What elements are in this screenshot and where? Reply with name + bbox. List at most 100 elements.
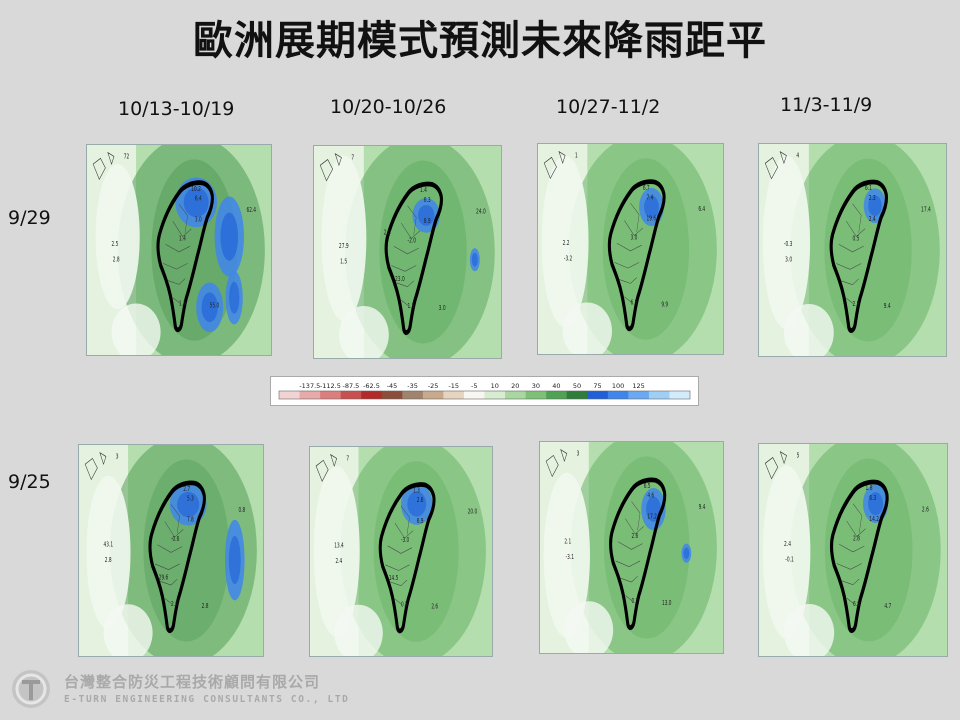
- colorbar-tick-label: -112.5: [320, 382, 341, 390]
- map-value-label: 3.0: [785, 257, 792, 264]
- map-panel: 4 6.1 2.3 17.4 2.4 -0.3 3.0 0.5 9.4 2.8: [758, 143, 947, 357]
- map-value-label: 1.3: [413, 488, 420, 495]
- map-value-label: 6.3: [424, 197, 431, 204]
- map-value-label: 9.9: [661, 302, 668, 309]
- colorbar-swatch: [463, 391, 485, 399]
- colorbar-tick-label: 20: [511, 382, 519, 390]
- map-value-label: 6.4: [698, 206, 705, 213]
- map-value-label: 2.3: [869, 195, 876, 202]
- map-panel: 7 1.4 6.3 24.0 8.9 27.9 1.5 -2.0 3.0 1.3 23.0 2.0: [313, 145, 502, 359]
- colorbar-tick-label: 30: [532, 382, 540, 390]
- colorbar-swatch: [669, 391, 691, 399]
- map-value-label: 1.3: [408, 303, 415, 310]
- map-value-label: 17.2: [647, 514, 656, 521]
- map-value-label: 1.4: [179, 236, 186, 243]
- map-value-label: 72: [124, 154, 129, 161]
- map-value-label: 2.8: [853, 301, 860, 308]
- colorbar-tick-label: 75: [593, 382, 601, 390]
- colorbar-tick-label: -45: [387, 382, 398, 390]
- map-panel: 72 10.2 6.4 62.4 3.0 2.5 2.8 1.4 55.0 1.3: [86, 144, 272, 356]
- colorbar-swatch: [525, 391, 547, 399]
- map-value-label: 0.7: [632, 598, 639, 605]
- map-value-label: 7: [351, 155, 354, 162]
- colorbar-swatch: [361, 391, 383, 399]
- map-value-label: 1.8: [866, 486, 873, 493]
- map-value-label: 29.6: [159, 575, 169, 582]
- map-panel: 5 1.8 6.3 2.6 14.2 2.4 -0.1 2.8 4.7 6.8: [758, 443, 948, 657]
- map-value-label: 1.5: [340, 259, 347, 266]
- map-value-label: 2.8: [853, 536, 860, 543]
- map-value-label: 14.2: [869, 516, 879, 523]
- colorbar-legend: -137.5 -112.5 -87.5 -62.5 -45 -35 -25 -15 -5 10 20…: [270, 376, 699, 406]
- column-label-3: 10/27-11/2: [556, 96, 661, 118]
- map-value-label: 2.6: [417, 497, 424, 504]
- map-panel: 3 6.5 4.6 9.4 17.2 2.1 -3.1 2.6 13.0 0.7: [539, 441, 724, 654]
- map-value-label: -0.3: [784, 241, 793, 248]
- map-value-label: 2.6: [431, 604, 438, 611]
- colorbar-swatch: [279, 391, 300, 399]
- map-value-label: 55.0: [210, 303, 220, 310]
- map-value-label: 6.7: [643, 185, 650, 192]
- map-value-label: 2.5: [112, 241, 119, 248]
- map-value-label: 4.6: [647, 493, 654, 500]
- map-value-label: 0.5: [853, 236, 860, 243]
- map-value-label: 2.8: [113, 257, 120, 264]
- map-value-label: 3: [116, 454, 119, 461]
- colorbar-swatch: [546, 391, 567, 399]
- colorbar-tick-label: 10: [491, 382, 499, 390]
- map-value-label: -0.1: [785, 557, 794, 564]
- map-value-label: 3.0: [195, 217, 202, 224]
- map-value-label: 9.4: [884, 303, 891, 310]
- colorbar-swatch: [443, 391, 465, 399]
- map-value-label: 2.8: [105, 557, 112, 564]
- map-value-label: 5.3: [187, 496, 194, 503]
- row-label-1: 9/29: [8, 207, 51, 229]
- map-value-label: 6.4: [195, 196, 202, 203]
- colorbar-swatch: [320, 391, 341, 399]
- colorbar-tick-label: 40: [552, 382, 560, 390]
- map-value-label: 3: [577, 451, 580, 458]
- map-value-label: 2.6: [922, 507, 929, 514]
- map-value-label: 23.0: [395, 276, 405, 283]
- map-value-label: 2.2: [563, 240, 570, 247]
- map-value-label: 8.9: [424, 218, 431, 225]
- map-value-label: -3.2: [564, 256, 572, 263]
- colorbar-swatch: [566, 391, 588, 399]
- column-label-1: 10/13-10/19: [118, 98, 235, 120]
- colorbar-swatch: [340, 391, 362, 399]
- colorbar-tick-label: -25: [428, 382, 439, 390]
- map-value-label: 0.5: [401, 602, 408, 609]
- map-value-label: 2.4: [335, 558, 342, 565]
- colorbar-swatch: [607, 391, 629, 399]
- map-value-label: 2.6: [171, 601, 178, 608]
- map-value-label: 7.8: [187, 517, 194, 524]
- map-value-label: 6.8: [853, 601, 860, 608]
- page-title: 歐洲展期模式預測未來降雨距平: [193, 18, 767, 64]
- map-value-label: 27.9: [339, 243, 349, 250]
- map-value-label: 7.4: [647, 195, 654, 202]
- colorbar-tick-label: -35: [407, 382, 418, 390]
- map-value-label: -3.0: [401, 537, 410, 544]
- colorbar-swatch: [505, 391, 526, 399]
- colorbar-swatch: [484, 391, 506, 399]
- map-panel: 7 1.3 2.6 20.0 6.9 13.4 2.4 -3.0 2.6 0.5 14.5: [309, 446, 493, 657]
- map-value-label: 13.0: [662, 600, 672, 607]
- map-value-label: 2.1: [564, 539, 571, 546]
- map-value-label: 6.5: [644, 483, 651, 490]
- colorbar-swatch: [587, 391, 609, 399]
- colorbar-swatch: [381, 391, 403, 399]
- map-value-label: 10.2: [191, 186, 201, 193]
- colorbar-tick-label: -87.5: [343, 382, 360, 390]
- map-value-label: 2.6: [632, 533, 639, 540]
- company-logo: [12, 670, 50, 708]
- map-panel: 3 2.7 5.3 0.8 7.8 43.1 2.8 -0.6 2.8 2.6 29.6: [78, 444, 264, 657]
- map-value-label: 4: [796, 153, 799, 160]
- map-value-label: 62.4: [246, 207, 256, 214]
- map-value-label: 4.7: [884, 603, 891, 610]
- map-value-label: 2.4: [869, 216, 876, 223]
- map-value-label: 13.4: [334, 543, 344, 550]
- map-value-label: 6.5: [631, 300, 638, 307]
- colorbar-tick-label: -137.5: [299, 382, 320, 390]
- colorbar-swatch: [402, 391, 424, 399]
- colorbar-tick-label: -5: [471, 382, 477, 390]
